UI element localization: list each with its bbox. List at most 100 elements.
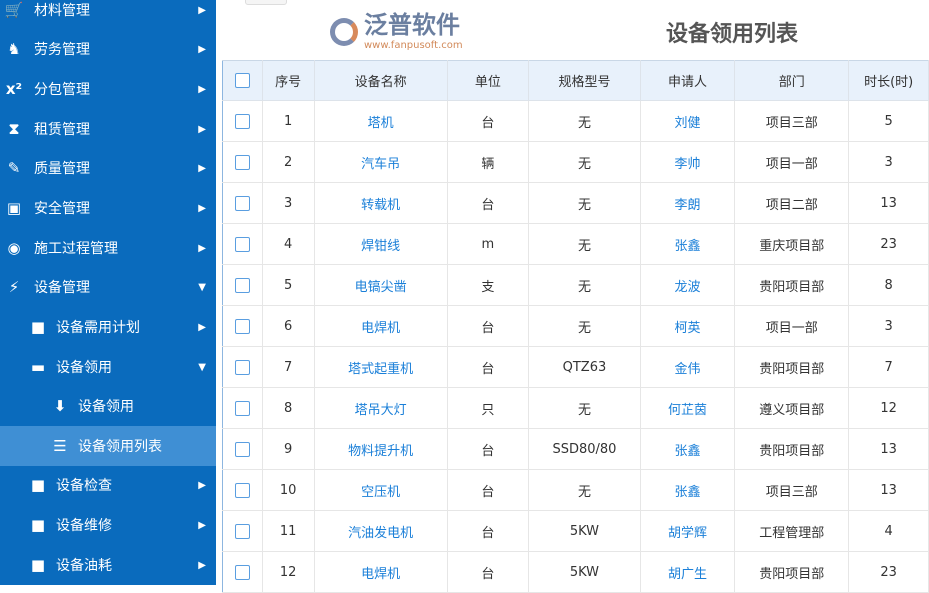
sidebar-item-4[interactable]: ✎ 质量管理 ▶ [0, 148, 216, 188]
sidebar-item-14[interactable]: ■ 设备油耗 ▶ [0, 545, 216, 585]
cell-link[interactable]: 胡广生 [667, 566, 707, 582]
column-header[interactable]: 部门 [734, 60, 850, 101]
sidebar-item-8[interactable]: ■ 设备需用计划 ▶ [0, 307, 216, 347]
sidebar-item-9[interactable]: ▬ 设备领用 ▼ [0, 347, 216, 387]
row-checkbox[interactable] [234, 359, 250, 375]
row-checkbox[interactable] [234, 154, 250, 170]
row-checkbox[interactable] [234, 195, 250, 211]
table-cell: 23 [848, 223, 929, 265]
cell-text: 重庆项目部 [759, 238, 825, 254]
cell-link[interactable]: 柯英 [674, 320, 701, 336]
row-select-cell [222, 182, 263, 224]
cell-link[interactable]: 龙波 [674, 279, 701, 295]
cell-text: 11 [279, 523, 297, 539]
row-checkbox[interactable] [234, 318, 250, 334]
table-cell: 项目一部 [734, 141, 850, 183]
table-cell: 6 [261, 305, 315, 347]
table-cell: 刘健 [639, 100, 736, 142]
cell-link[interactable]: 张鑫 [674, 238, 701, 254]
cell-link[interactable]: 李朗 [674, 197, 701, 213]
chevron-down-icon: ▼ [198, 361, 206, 373]
cart-icon: 🛒 [4, 1, 24, 19]
cell-link[interactable]: 何芷茵 [667, 402, 707, 418]
download-icon: ⬇ [53, 397, 67, 415]
watermark-url: www.fanpusoft.com [364, 40, 463, 51]
row-checkbox[interactable] [234, 113, 250, 129]
table-cell: 空压机 [313, 469, 448, 511]
sidebar-item-13[interactable]: ■ 设备维修 ▶ [0, 505, 216, 545]
table-cell: 李帅 [639, 141, 736, 183]
sidebar-item-12[interactable]: ■ 设备检查 ▶ [0, 465, 216, 505]
cell-link[interactable]: 张鑫 [674, 443, 701, 459]
folder-icon: ■ [30, 318, 46, 336]
table-cell: 电焊机 [313, 305, 448, 347]
sidebar-item-label: 设备领用 [56, 360, 112, 376]
cell-link[interactable]: 电镐尖凿 [354, 279, 407, 295]
sidebar-item-1[interactable]: ♞ 劳务管理 ▶ [0, 29, 216, 69]
cell-link[interactable]: 物料提升机 [348, 443, 414, 459]
table-cell: 12 [261, 551, 315, 593]
row-checkbox[interactable] [234, 564, 250, 580]
sidebar-item-label: 分包管理 [34, 82, 90, 98]
row-checkbox[interactable] [234, 277, 250, 293]
sidebar-item-2[interactable]: x² 分包管理 ▶ [0, 69, 216, 109]
cell-link[interactable]: 转载机 [361, 197, 401, 213]
sidebar-item-7[interactable]: ⚡ 设备管理 ▼ [0, 267, 216, 307]
sidebar-item-5[interactable]: ▣ 安全管理 ▶ [0, 188, 216, 228]
row-checkbox[interactable] [234, 441, 250, 457]
cell-link[interactable]: 张鑫 [674, 484, 701, 500]
table-row: 2 汽车吊 辆 无 李帅 项目一部 3 [222, 141, 929, 183]
table-cell: 项目三部 [734, 469, 850, 511]
cell-link[interactable]: 塔式起重机 [348, 361, 414, 377]
table-cell: 台 [446, 428, 530, 470]
row-checkbox[interactable] [234, 523, 250, 539]
row-checkbox[interactable] [234, 236, 250, 252]
table-cell: 13 [848, 469, 929, 511]
table-cell: 台 [446, 551, 530, 593]
column-header[interactable]: 申请人 [639, 60, 736, 101]
column-header[interactable]: 单位 [446, 60, 530, 101]
table-cell: SSD80/80 [528, 428, 641, 470]
row-checkbox[interactable] [234, 400, 250, 416]
table-cell: 12 [848, 387, 929, 429]
table-row: 7 塔式起重机 台 QTZ63 金伟 贵阳项目部 7 [222, 346, 929, 388]
column-header[interactable]: 规格型号 [528, 60, 641, 101]
sidebar-item-10[interactable]: ⬇ 设备领用 [0, 386, 216, 426]
cell-link[interactable]: 胡学辉 [667, 525, 707, 541]
safety-icon: ▣ [6, 199, 22, 217]
cell-link[interactable]: 空压机 [361, 484, 401, 500]
select-all-checkbox[interactable] [234, 73, 250, 88]
chevron-right-icon: ▶ [198, 123, 206, 135]
table-cell: 张鑫 [639, 428, 736, 470]
cell-link[interactable]: 汽油发电机 [348, 525, 414, 541]
cell-text: 10 [279, 482, 297, 498]
cell-link[interactable]: 塔吊大灯 [354, 402, 407, 418]
column-header[interactable]: 时长(时) [848, 60, 929, 101]
cell-link[interactable]: 汽车吊 [361, 156, 401, 172]
column-header[interactable]: 序号 [261, 60, 315, 101]
cell-text: 无 [577, 320, 591, 336]
sidebar-item-6[interactable]: ◉ 施工过程管理 ▶ [0, 228, 216, 268]
chevron-right-icon: ▶ [198, 162, 206, 174]
cell-text: 台 [481, 525, 495, 541]
cell-text: 4 [884, 523, 893, 539]
chevron-right-icon: ▶ [198, 43, 206, 55]
row-checkbox[interactable] [234, 482, 250, 498]
cell-link[interactable]: 焊钳线 [361, 238, 401, 254]
cell-link[interactable]: 塔机 [367, 115, 394, 131]
sidebar-item-11[interactable]: ☰ 设备领用列表 [0, 426, 216, 466]
table-cell: 4 [261, 223, 315, 265]
page-title: 设备领用列表 [666, 22, 799, 47]
cell-text: 贵阳项目部 [759, 279, 825, 295]
column-header[interactable]: 设备名称 [313, 60, 448, 101]
top-button[interactable] [245, 0, 287, 5]
cell-link[interactable]: 电焊机 [361, 566, 401, 582]
cell-link[interactable]: 电焊机 [361, 320, 401, 336]
sidebar-item-3[interactable]: ⧗ 租赁管理 ▶ [0, 109, 216, 149]
sidebar-item-0[interactable]: 🛒 材料管理 ▶ [0, 0, 216, 30]
cell-text: SSD80/80 [552, 441, 617, 457]
cell-text: 遵义项目部 [759, 402, 825, 418]
cell-link[interactable]: 金伟 [674, 361, 701, 377]
cell-link[interactable]: 李帅 [674, 156, 701, 172]
cell-link[interactable]: 刘健 [674, 115, 701, 131]
